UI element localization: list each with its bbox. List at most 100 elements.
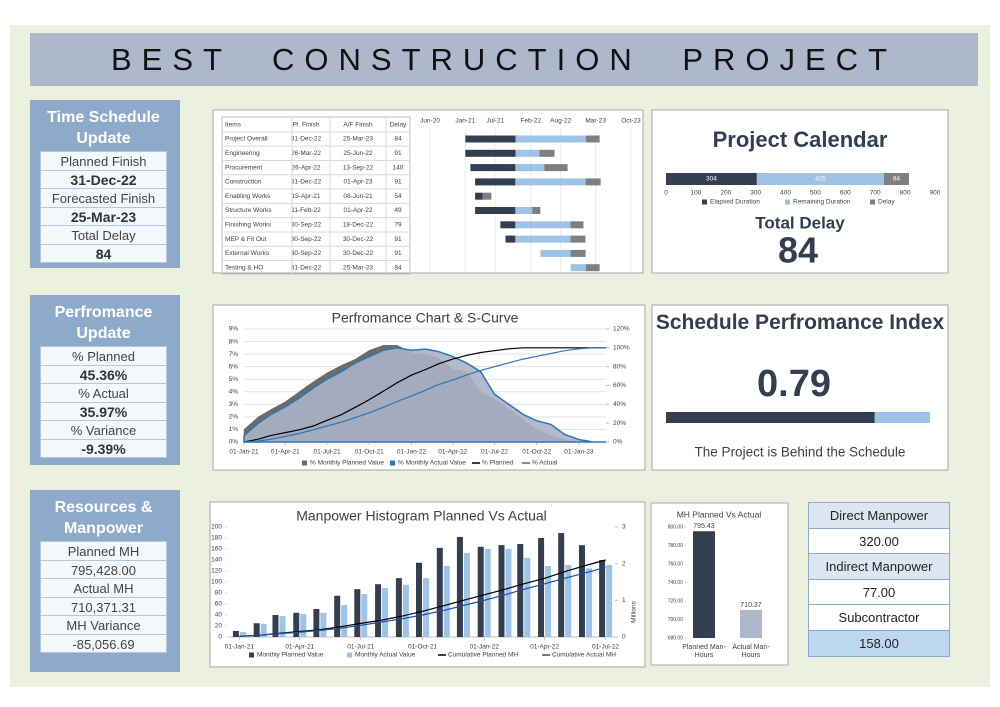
legend-label: Cumulative Planned MH [448, 652, 518, 659]
gantt-bar [515, 235, 571, 243]
table-cell: 25-Mar-23 [343, 136, 373, 143]
gantt-bar [470, 164, 516, 172]
y-tick-label: 680.00 [668, 635, 684, 641]
table-value: 77.00 [808, 578, 950, 606]
row-label: Planned Finish [40, 151, 167, 171]
y2-tick-label: 2 [622, 560, 626, 567]
bar [272, 615, 279, 637]
bar [443, 566, 450, 637]
y2-tick-label: 100% [613, 345, 630, 352]
x-tick-label: Aug-22 [550, 118, 571, 125]
legend-marker [390, 460, 395, 466]
table-cell: 30-Dec-22 [343, 236, 374, 243]
gantt-bar [585, 264, 600, 272]
bar [545, 566, 552, 637]
line [239, 566, 606, 637]
bar [505, 549, 512, 637]
side-panel: Resources & Manpower Planned MH 795,428.00… [30, 490, 180, 672]
table-cell: 54 [394, 193, 402, 200]
table-cell: 31-Dec-22 [291, 264, 322, 271]
bar-segment [883, 173, 909, 185]
y-tick-label: 760.00 [668, 561, 684, 567]
spi-note: The Project is Behind the Schedule [695, 445, 906, 460]
table-cell: 49 [394, 207, 402, 214]
row-value: 84 [40, 243, 167, 263]
gantt-bar [532, 207, 541, 214]
y2-tick-label: 20% [613, 420, 626, 427]
gantt-bar [544, 164, 568, 172]
table-cell: 15-Apr-21 [292, 193, 321, 200]
spi-value: 0.79 [757, 363, 831, 405]
y-tick-label: 180 [211, 535, 222, 542]
x-tick-label: 01-Jul-22 [481, 449, 508, 456]
y-tick-label: 800.00 [668, 524, 684, 530]
panel-title: Resources & Manpower [54, 499, 153, 537]
y2-axis-label: Millions [631, 600, 638, 622]
x-tick-label: 01-Apr-21 [271, 449, 300, 456]
bar [693, 531, 715, 638]
bar [354, 589, 361, 637]
gantt-bar [540, 249, 571, 257]
bar [456, 536, 463, 637]
bar [599, 560, 606, 637]
legend-label: Cumulative Actual MH [552, 652, 616, 659]
chart-title: MH Planned Vs Actual [677, 509, 762, 519]
y2-tick-label: 80% [613, 363, 626, 370]
y-tick-label: 720.00 [668, 598, 684, 604]
y-tick-label: 80 [215, 590, 223, 597]
table-cell: 140 [393, 164, 404, 171]
table-header: Items [225, 122, 242, 129]
table-cell: External Works [225, 250, 270, 257]
y-tick-label: 3% [229, 401, 239, 408]
bar [293, 612, 300, 637]
x-tick-label: 01-Jan-22 [470, 644, 500, 651]
panel-title: Time Schedule Update [47, 109, 160, 147]
row-value: 31-Dec-22 [40, 169, 167, 189]
legend-marker [249, 652, 254, 658]
bar [320, 612, 327, 637]
chart-title: Manpower Histogram Planned Vs Actual [296, 508, 547, 524]
y-tick-label: 100 [211, 579, 222, 586]
y2-tick-label: 0 [622, 634, 626, 641]
total-delay-label: Total Delay [755, 213, 845, 232]
x-tick-label: Actual Man-Hours [732, 644, 770, 659]
gantt-bar [515, 178, 586, 186]
table-cell: Procurement [225, 164, 262, 171]
row-value: 25-Mar-23 [40, 206, 167, 226]
gantt-bar [570, 235, 586, 243]
x-tick-label: 01-Jul-21 [347, 644, 374, 651]
x-tick-label: Planned Man-Hours [682, 644, 726, 659]
y-tick-label: 7% [229, 351, 239, 358]
x-tick-label: 01-Oct-22 [522, 449, 551, 456]
x-tick-label: Jan-21 [455, 118, 475, 125]
bar [463, 552, 470, 637]
row-value: 710,371.31 [40, 596, 167, 616]
x-tick-label: 700 [870, 190, 881, 197]
table-cell: Enabling Works [225, 193, 271, 200]
y-tick-label: 2% [229, 414, 239, 421]
x-tick-label: 500 [810, 190, 821, 197]
legend-label: Delay [878, 199, 895, 206]
y-tick-label: 60 [215, 601, 223, 608]
y-tick-label: 120 [211, 568, 222, 575]
table-cell: MEP & Fit Out [225, 236, 267, 243]
x-tick-label: 900 [930, 190, 941, 197]
bar [558, 533, 565, 637]
legend-label: Remaining Duration [793, 199, 851, 206]
table-cell: Structure Works [225, 207, 272, 214]
bar [253, 623, 260, 637]
line [239, 559, 606, 637]
x-tick-label: 01-Jan-21 [229, 449, 259, 456]
table-cell: Project Overall [225, 136, 268, 143]
legend-label: % Monthly Planned Value [310, 460, 384, 467]
x-tick-label: 400 [780, 190, 791, 197]
table-value: 320.00 [808, 527, 950, 555]
gantt-bar [465, 135, 516, 143]
x-tick-label: 200 [720, 190, 731, 197]
x-tick-label: Jun-20 [420, 118, 440, 125]
y2-tick-label: 3 [622, 524, 626, 531]
y2-tick-label: 1 [622, 597, 626, 604]
x-tick-label: 600 [840, 190, 851, 197]
table-cell: 26-Mar-22 [291, 150, 321, 157]
